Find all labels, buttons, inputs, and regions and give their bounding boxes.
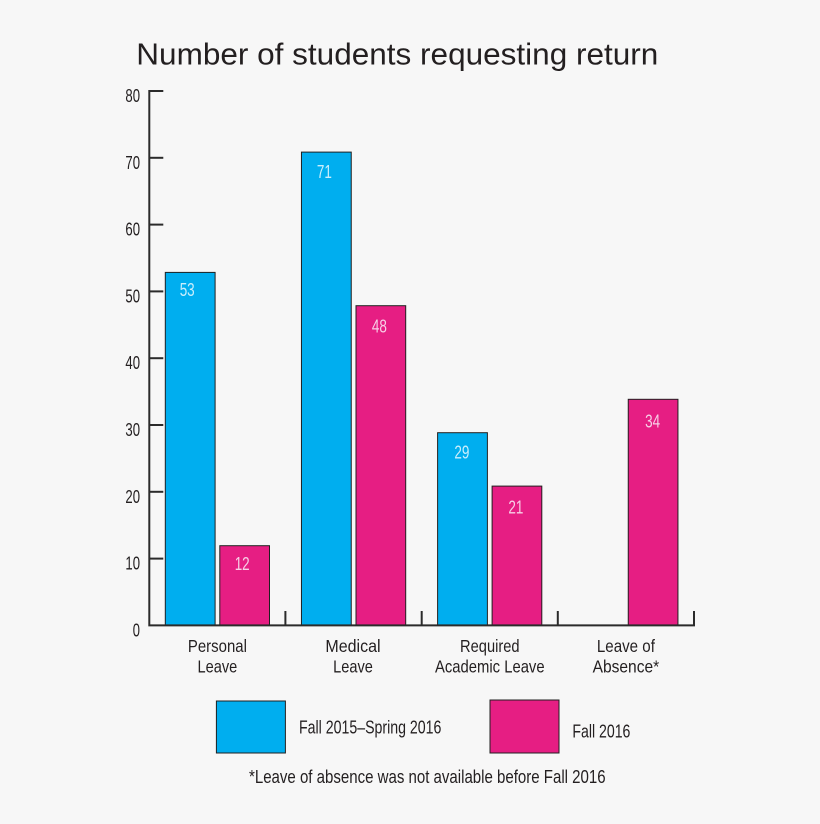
svg-text:21: 21 bbox=[508, 497, 523, 518]
svg-text:Absence*: Absence* bbox=[593, 657, 660, 677]
svg-text:Number of students requesting: Number of students requesting return bbox=[136, 36, 658, 71]
svg-text:40: 40 bbox=[125, 352, 140, 373]
svg-text:Personal: Personal bbox=[188, 636, 247, 656]
svg-text:48: 48 bbox=[372, 316, 387, 337]
svg-text:12: 12 bbox=[235, 553, 250, 574]
svg-text:Required: Required bbox=[460, 636, 520, 656]
svg-text:29: 29 bbox=[454, 441, 469, 462]
svg-text:*Leave of absence was not avai: *Leave of absence was not available befo… bbox=[249, 767, 606, 787]
svg-text:34: 34 bbox=[645, 411, 660, 432]
svg-text:Fall 2016: Fall 2016 bbox=[572, 721, 630, 742]
svg-text:Academic Leave: Academic Leave bbox=[435, 657, 545, 677]
svg-text:10: 10 bbox=[125, 553, 140, 574]
svg-text:80: 80 bbox=[125, 85, 140, 106]
svg-text:0: 0 bbox=[133, 619, 140, 640]
svg-text:Fall 2015–Spring 2016: Fall 2015–Spring 2016 bbox=[299, 717, 441, 738]
svg-text:Leave: Leave bbox=[333, 657, 373, 677]
svg-text:50: 50 bbox=[125, 285, 140, 306]
svg-text:60: 60 bbox=[125, 219, 140, 240]
svg-text:Medical: Medical bbox=[325, 636, 380, 656]
svg-text:71: 71 bbox=[317, 161, 332, 182]
svg-text:70: 70 bbox=[125, 152, 140, 173]
svg-text:30: 30 bbox=[125, 419, 140, 440]
svg-text:20: 20 bbox=[125, 486, 140, 507]
svg-text:Leave: Leave bbox=[198, 657, 238, 677]
svg-text:53: 53 bbox=[180, 279, 195, 300]
svg-text:Leave of: Leave of bbox=[597, 636, 655, 656]
